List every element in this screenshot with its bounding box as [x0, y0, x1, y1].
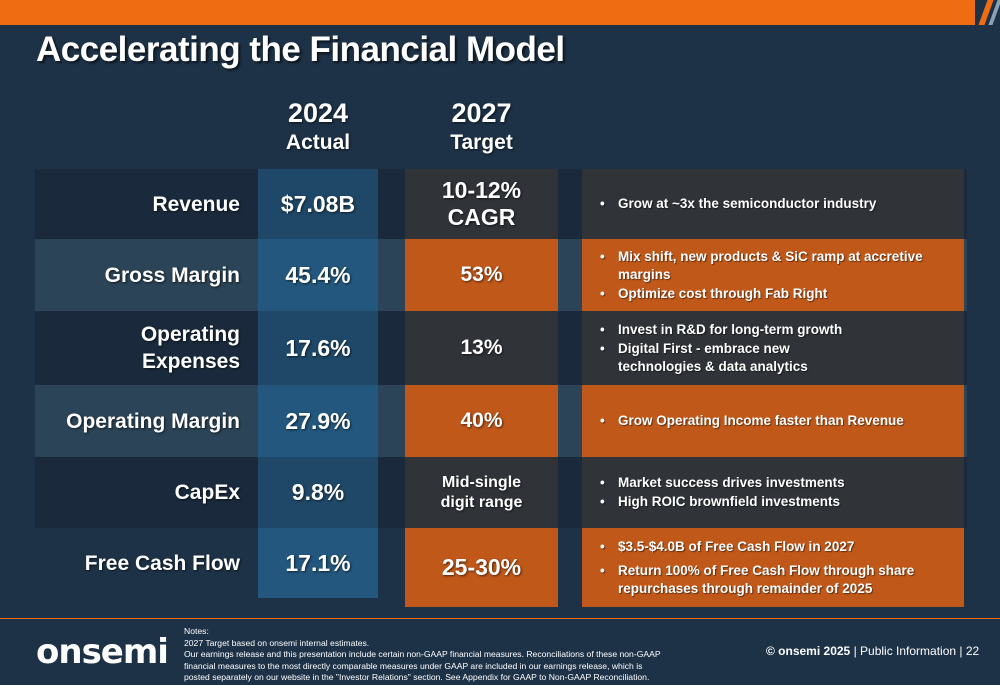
footer [0, 619, 1000, 685]
classification: | Public Information | [853, 644, 963, 658]
column-year: 2024 [287, 98, 349, 128]
metric-label-free-cash-flow: Free Cash Flow [84, 551, 240, 575]
notes-operating-expenses: Invest in R&D for long-term growth Digit… [582, 311, 964, 385]
actual-value-capex: 9.8% [258, 457, 378, 528]
target-value-gross-margin: 53% [405, 239, 558, 311]
column-year: 2027 [451, 98, 512, 128]
target-value-operating-expenses: 13% [405, 311, 558, 385]
note-item: Grow at ~3x the semiconductor industry [600, 195, 964, 213]
metric-label-operating-expenses: Operating Expenses [140, 323, 240, 373]
copyright: © onsemi 2025 [766, 644, 851, 658]
notes-heading: Notes: [184, 626, 209, 636]
note-item: Optimize cost through Fab Right [600, 285, 964, 303]
note-item: Market success drives investments [600, 474, 964, 492]
metric-label-capex: CapEx [174, 481, 240, 504]
top-accent-bar [0, 0, 975, 25]
notes-operating-margin: Grow Operating Income faster than Revenu… [582, 385, 964, 457]
note-item: Invest in R&D for long-term growth [600, 321, 964, 339]
column-label: Actual [285, 131, 351, 154]
actual-value-free-cash-flow: 17.1% [258, 528, 378, 598]
actual-value-operating-expenses: 17.6% [258, 311, 378, 385]
column-header-target: 2027 Target [405, 97, 558, 157]
metric-label-gross-margin: Gross Margin [104, 263, 240, 287]
actual-value-gross-margin: 45.4% [258, 239, 378, 311]
note-item: $3.5-$4.0B of Free Cash Flow in 2027 [600, 538, 964, 556]
notes-gross-margin: Mix shift, new products & SiC ramp at ac… [582, 239, 964, 311]
row-gap [558, 169, 583, 239]
note-item: Mix shift, new products & SiC ramp at ac… [600, 248, 964, 284]
row-gap [378, 311, 405, 385]
target-value-revenue: 10-12% CAGR [405, 169, 558, 239]
target-value-free-cash-flow: 25-30% [405, 528, 558, 607]
actual-value-revenue: $7.08B [258, 169, 378, 239]
notes-free-cash-flow: $3.5-$4.0B of Free Cash Flow in 2027 Ret… [582, 528, 964, 607]
target-value-capex: Mid-single digit range [405, 457, 558, 528]
column-header-actual: 2024 Actual [258, 97, 378, 157]
row-gap [378, 169, 405, 239]
metric-label-revenue: Revenue [152, 192, 240, 216]
notes-revenue: Grow at ~3x the semiconductor industry [582, 169, 964, 239]
actual-value-operating-margin: 27.9% [258, 385, 378, 457]
target-value-operating-margin: 40% [405, 385, 558, 457]
note-item: Digital First - embrace new technologies… [600, 340, 964, 376]
onsemi-logo: onsemi [36, 632, 169, 672]
footnote-2: Our earnings release and this presentati… [184, 649, 661, 682]
column-label: Target [450, 131, 513, 154]
note-item: High ROIC brownfield investments [600, 493, 964, 511]
page-title: Accelerating the Financial Model [36, 30, 565, 69]
notes-capex: Market success drives investments High R… [582, 457, 964, 528]
page-number: 22 [965, 644, 980, 658]
footnotes: Notes: 2027 Target based on onsemi inter… [184, 626, 664, 684]
note-item: Grow Operating Income faster than Revenu… [600, 412, 964, 430]
row-gap [558, 311, 583, 385]
metric-label-operating-margin: Operating Margin [66, 409, 240, 433]
copyright-line: © onsemi 2025 | Public Information | 22 [766, 644, 979, 658]
row-gap [558, 457, 583, 528]
footnote-1: 2027 Target based on onsemi internal est… [184, 637, 370, 648]
note-item: Return 100% of Free Cash Flow through sh… [600, 562, 964, 598]
row-gap [378, 457, 405, 528]
